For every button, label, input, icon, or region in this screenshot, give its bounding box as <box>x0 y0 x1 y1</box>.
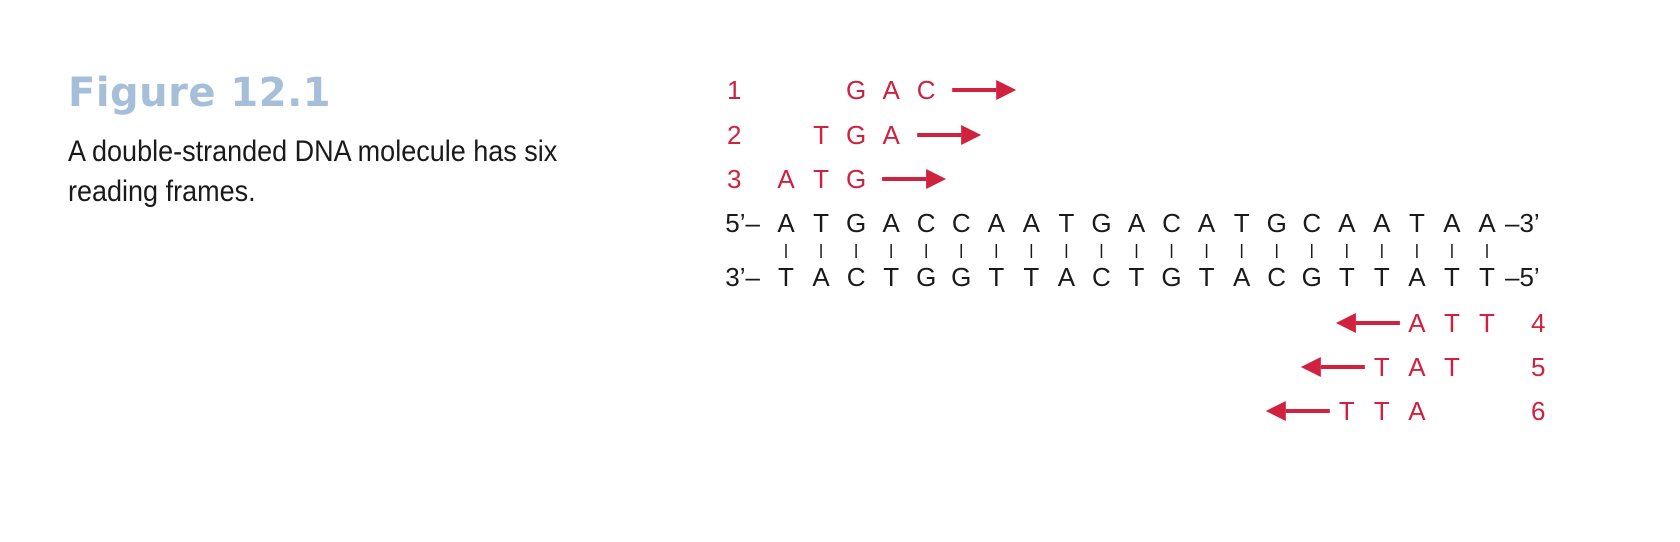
bottom-strand-3prime-label: 3’– <box>725 262 760 292</box>
bottom-strand-base: T <box>1023 262 1039 292</box>
reading-frame-5-base: T <box>1374 352 1390 382</box>
reading-frame-number-6: 6 <box>1531 396 1545 426</box>
bottom-strand-base: A <box>1233 262 1251 292</box>
bottom-strand-base: A <box>1408 262 1426 292</box>
bottom-strand-base: T <box>1129 262 1145 292</box>
top-strand-base: T <box>1409 208 1425 238</box>
top-strand-base: A <box>777 208 795 238</box>
reading-frame-4-base: A <box>1408 308 1426 338</box>
top-strand-base: A <box>1478 208 1496 238</box>
bottom-strand-base: T <box>1479 262 1495 292</box>
reading-frame-number-1: 1 <box>727 75 741 105</box>
top-strand-base: A <box>1338 208 1356 238</box>
bottom-strand-base: T <box>1444 262 1460 292</box>
reading-frame-number-2: 2 <box>727 120 741 150</box>
top-strand-base: C <box>1162 208 1181 238</box>
bottom-strand-base: T <box>988 262 1004 292</box>
top-strand-5prime-label: 5’– <box>725 208 760 238</box>
top-strand-base: A <box>988 208 1006 238</box>
reading-frame-1-base: G <box>846 75 866 105</box>
bottom-strand-base: A <box>1058 262 1076 292</box>
top-strand-base: A <box>1443 208 1461 238</box>
bottom-strand-base: C <box>1267 262 1286 292</box>
reading-frame-number-3: 3 <box>727 164 741 194</box>
bottom-strand-base: C <box>847 262 866 292</box>
reading-frame-4-arrow <box>1335 313 1400 333</box>
top-strand-base: G <box>1267 208 1287 238</box>
top-strand-base: A <box>1023 208 1041 238</box>
bottom-strand-base: T <box>778 262 794 292</box>
reading-frame-number-4: 4 <box>1531 308 1545 338</box>
reading-frame-2-base: G <box>846 120 866 150</box>
top-strand-base: A <box>1198 208 1216 238</box>
bottom-strand-base: C <box>1092 262 1111 292</box>
top-strand-base: C <box>917 208 936 238</box>
top-strand-base: G <box>846 208 866 238</box>
bottom-strand-base: T <box>1199 262 1215 292</box>
bottom-strand-base: G <box>1302 262 1322 292</box>
reading-frame-2-base: A <box>882 120 900 150</box>
reading-frame-3-arrow <box>882 169 947 189</box>
reading-frame-1-arrow <box>952 80 1017 100</box>
bottom-strand-base: T <box>1339 262 1355 292</box>
top-strand-base: C <box>952 208 971 238</box>
reading-frame-4-base: T <box>1444 308 1460 338</box>
bottom-strand-base: G <box>916 262 936 292</box>
reading-frame-2-arrow <box>917 125 982 145</box>
reading-frame-number-5: 5 <box>1531 352 1545 382</box>
bottom-strand-5prime-label: –5’ <box>1505 262 1540 292</box>
reading-frame-6-arrow <box>1265 401 1330 421</box>
top-strand-base: T <box>813 208 829 238</box>
reading-frame-5-base: T <box>1444 352 1460 382</box>
top-strand-base: G <box>1091 208 1111 238</box>
top-strand-base: T <box>1234 208 1250 238</box>
reading-frame-2-base: T <box>813 120 829 150</box>
reading-frame-3-base: G <box>846 164 866 194</box>
figure-caption: A double-stranded DNA molecule has six r… <box>68 135 558 208</box>
bottom-strand-base: G <box>951 262 971 292</box>
top-strand-base: C <box>1302 208 1321 238</box>
reading-frame-6-base: T <box>1339 396 1355 426</box>
reading-frame-4-base: T <box>1479 308 1495 338</box>
bottom-strand-base: T <box>883 262 899 292</box>
reading-frame-6-base: A <box>1408 396 1426 426</box>
reading-frame-5-base: A <box>1408 352 1426 382</box>
reading-frame-3-base: T <box>813 164 829 194</box>
bottom-strand-base: G <box>1161 262 1181 292</box>
top-strand-base: A <box>1373 208 1391 238</box>
top-strand-3prime-label: –3’ <box>1505 208 1540 238</box>
top-strand-base: T <box>1058 208 1074 238</box>
reading-frame-6-base: T <box>1374 396 1390 426</box>
bottom-strand-base: T <box>1374 262 1390 292</box>
top-strand-base: A <box>1128 208 1146 238</box>
reading-frame-5-arrow <box>1300 357 1365 377</box>
reading-frame-3-base: A <box>777 164 795 194</box>
figure-title: Figure 12.1 <box>68 70 332 116</box>
bottom-strand-base: A <box>812 262 830 292</box>
reading-frame-1-base: A <box>882 75 900 105</box>
top-strand-base: A <box>882 208 900 238</box>
reading-frame-1-base: C <box>917 75 936 105</box>
